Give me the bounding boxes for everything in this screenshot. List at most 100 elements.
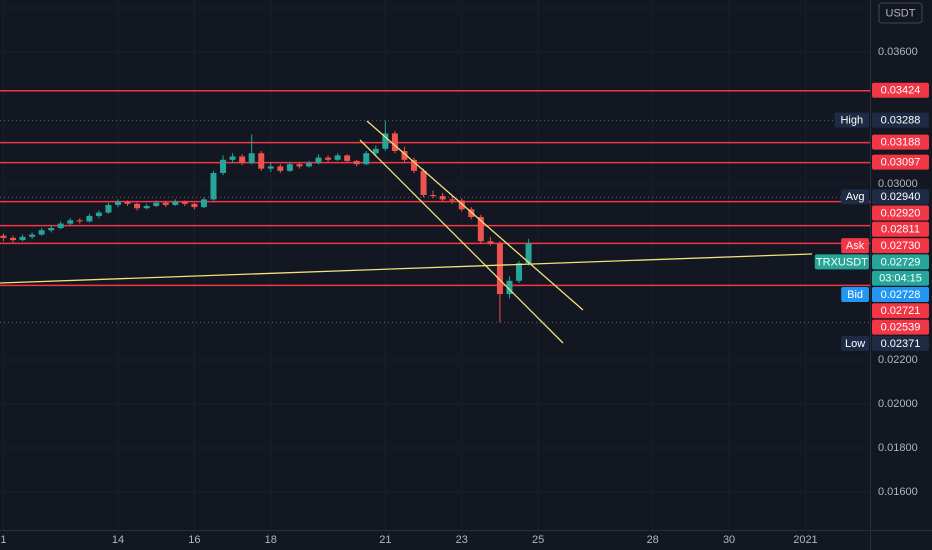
- x-tick-label: 30: [723, 534, 735, 546]
- currency[interactable]: USDT: [886, 7, 916, 19]
- value-tag-label: 0.03424: [881, 85, 921, 97]
- value-tag: [872, 189, 929, 205]
- candle-body: [229, 156, 236, 160]
- candle-body: [277, 166, 284, 171]
- candle-body: [0, 235, 7, 238]
- candle-body: [220, 159, 227, 174]
- x-tick-label: 23: [456, 534, 468, 546]
- candle-body: [430, 195, 437, 197]
- candle-body: [86, 215, 93, 222]
- candle-body: [57, 223, 64, 229]
- axes: 0.038000.036000.030000.022000.020000.018…: [0, 2, 917, 546]
- candle-body: [95, 212, 102, 216]
- value-tag: [872, 112, 929, 128]
- candle-body: [124, 201, 131, 204]
- candle-body: [29, 234, 36, 237]
- name-tag: [841, 238, 869, 254]
- candle-body: [153, 202, 160, 207]
- candle-body: [9, 237, 16, 241]
- candle-body: [172, 201, 179, 205]
- value-tag-label: 0.02940: [881, 191, 921, 203]
- candle-body: [115, 201, 122, 205]
- drawings: [0, 120, 813, 344]
- y-tick-label: 0.01800: [878, 442, 918, 454]
- candle-body: [143, 206, 150, 209]
- candle-body: [344, 155, 351, 161]
- candle-body: [382, 133, 389, 149]
- value-tag-label: 0.03188: [881, 137, 921, 149]
- value-tag-label: 0.02730: [881, 240, 921, 252]
- candle-body: [19, 236, 26, 241]
- candle-body: [325, 157, 332, 160]
- value-tag: [872, 134, 929, 150]
- trend-line: [359, 139, 564, 344]
- name-tag-label: Avg: [846, 191, 865, 203]
- y-tick-label: 0.02000: [878, 398, 918, 410]
- candle-body: [410, 159, 417, 171]
- x-tick-label: 1: [0, 534, 6, 546]
- candle-body: [200, 199, 207, 208]
- value-tag: [872, 335, 929, 351]
- x-tick-label: 21: [379, 534, 391, 546]
- name-tag-label: High: [840, 115, 863, 127]
- candle-body: [305, 163, 312, 167]
- name-tag: [841, 189, 869, 205]
- candle-body: [458, 200, 465, 210]
- value-tag: [872, 154, 929, 170]
- candle-body: [76, 220, 83, 222]
- candle-body: [181, 201, 188, 204]
- candle-body: [239, 156, 246, 164]
- candle-body: [38, 230, 45, 235]
- y-tick-label: 0.01600: [878, 486, 918, 498]
- candle-body: [210, 173, 217, 200]
- candles: [0, 120, 532, 323]
- name-tag-label: Low: [845, 338, 865, 350]
- candle-body: [420, 170, 427, 196]
- candle-body: [516, 263, 523, 281]
- candle-body: [477, 217, 484, 242]
- candle-body: [353, 160, 360, 165]
- countdown-tag: [872, 270, 929, 286]
- x-tick-label: 2021: [793, 534, 817, 546]
- candle-body: [286, 164, 293, 171]
- trend-line: [366, 120, 584, 311]
- grid: [0, 0, 870, 530]
- value-tag-label: 0.02539: [881, 322, 921, 334]
- x-tick-label: 16: [188, 534, 200, 546]
- value-tag: [872, 221, 929, 237]
- price-tags: 0.03424 0.03288 High 0.03188 0.03097 0.02940 A…: [814, 82, 929, 351]
- value-tag: [872, 287, 929, 303]
- name-tag: [841, 335, 869, 351]
- levels: [0, 89, 870, 323]
- candle-body: [525, 243, 532, 264]
- candle-body: [162, 202, 169, 205]
- value-tag-label: 0.02729: [881, 256, 921, 268]
- value-tag-label: 0.03288: [881, 115, 921, 127]
- candle-body: [506, 280, 513, 295]
- currency-button[interactable]: [878, 2, 923, 24]
- x-tick-label: 28: [647, 534, 659, 546]
- name-tag: [814, 254, 869, 270]
- candle-body: [191, 203, 198, 208]
- candle-body: [391, 133, 398, 152]
- value-tag: [872, 205, 929, 221]
- name-tag: [834, 112, 869, 128]
- candle-body: [248, 153, 255, 164]
- y-tick-label: 0.03000: [878, 178, 918, 190]
- candle-body: [468, 209, 475, 218]
- name-tag-label: Bid: [847, 289, 863, 301]
- candle-body: [372, 148, 379, 154]
- value-tag: [872, 238, 929, 254]
- value-tag-label: 0.02920: [881, 207, 921, 219]
- candle-body: [134, 203, 141, 209]
- value-tag: [872, 254, 929, 270]
- candle-body: [449, 199, 456, 201]
- value-tag: [872, 303, 929, 319]
- x-tick-label: 18: [265, 534, 277, 546]
- candle-body: [67, 220, 74, 224]
- candle-body: [496, 243, 503, 295]
- candle-body: [363, 153, 370, 165]
- candle-body: [296, 164, 303, 167]
